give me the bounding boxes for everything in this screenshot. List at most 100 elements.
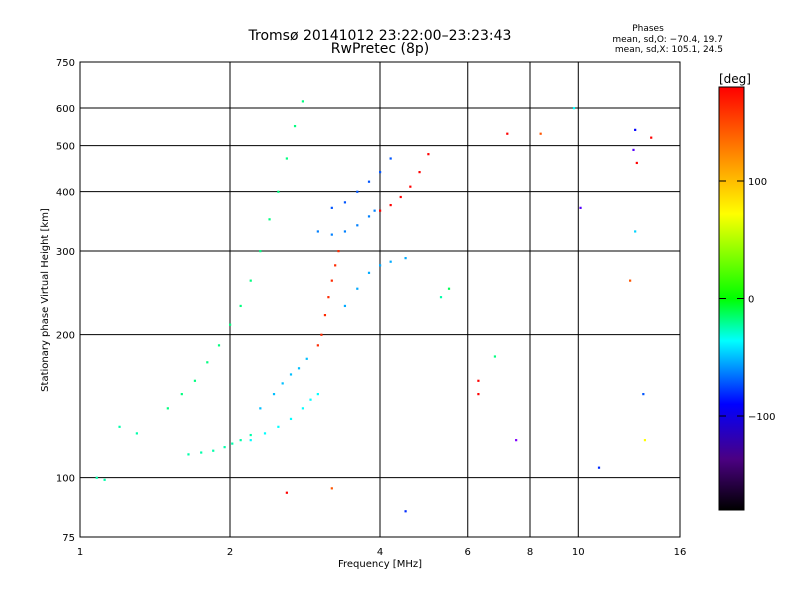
scatter-point [272,393,276,396]
scatter-point [477,393,480,396]
colorbar-ticks: 100 0 −100 [719,177,775,423]
scatter-point [409,185,412,188]
y-tick-label: 400 [56,188,75,199]
scatter-point [320,333,323,336]
scatter-point [367,180,371,183]
scatter-point [330,206,333,209]
colorbar-tick-label: −100 [748,412,775,423]
scatter-point [642,393,645,396]
scatter-point [316,393,319,396]
scatter-point [297,367,301,370]
chart-subtitle: RwPretec (8p) [331,41,429,57]
scatter-point [281,382,284,385]
scatter-point [309,398,312,401]
scatter-point [389,203,392,207]
phase-info-x: mean, sd,X: 105.1, 24.5 [615,45,723,55]
x-tick-label: 6 [465,547,471,558]
grid-lines [80,62,680,537]
scatter-point [180,393,183,396]
scatter-point [285,491,288,494]
scatter-point [249,433,252,437]
scatter-point [477,379,480,382]
scatter-point [427,153,430,156]
scatter-point [95,476,98,479]
scatter-point [289,417,293,421]
scatter-point [249,439,252,442]
scatter-point [305,357,308,360]
scatter-point [118,425,121,428]
scatter-point [418,171,421,174]
scatter-point [399,195,402,199]
scatter-point [206,361,209,364]
scatter-point [343,230,347,233]
phase-info-title: Phases [632,24,664,34]
scatter-point [239,304,242,308]
scatter-point [277,425,280,428]
scatter-point [289,373,293,376]
scatter-point [193,379,197,382]
x-tick-label: 1 [77,547,83,558]
scatter-point [259,250,262,253]
scatter-point [263,432,267,435]
chart-title: Tromsø 20141012 23:22:00–23:23:43 [248,28,512,44]
scatter-point [301,100,305,103]
scatter-point [506,132,509,135]
y-tick-label: 600 [56,104,75,115]
x-tick-label: 4 [377,547,383,558]
scatter-point [579,206,582,209]
scatter-point [249,279,252,282]
scatter-point [343,201,347,204]
scatter-point [223,446,226,449]
scatter-point [103,478,106,481]
scatter-point [389,157,392,160]
scatter-point [316,344,319,347]
scatter-point [343,304,347,308]
y-tick-label: 75 [62,533,75,544]
scatter-point [404,257,407,260]
scatter-point [539,132,542,135]
scatter-point [334,264,337,267]
scatter-point [634,128,637,131]
scatter-point [327,296,330,299]
scatter-point [217,344,221,347]
scatter-point [379,209,382,212]
scatter-point [367,271,371,274]
scatter-point [572,107,576,110]
scatter-point [285,157,288,160]
scatter-point [629,279,632,282]
scatter-point [187,453,190,456]
scatter-point [379,171,382,174]
x-tick-label: 2 [227,547,233,558]
scatter-point [268,218,271,221]
scatter-point [323,314,327,317]
axis-ticks: 1 2 4 6 8 10 16 75 100 200 300 400 500 600 750 [56,58,686,558]
scatter-point [632,148,635,152]
scatter-point [356,190,359,193]
scatter-point [337,250,340,253]
scatter-point [597,466,601,469]
scatter-point [166,407,169,410]
scatter-point [373,209,376,212]
y-tick-label: 100 [56,474,75,485]
colorbar-tick-label: 100 [748,177,767,188]
x-tick-label: 8 [527,547,533,558]
scatter-point [367,215,371,218]
scatter-point [447,287,451,290]
y-tick-label: 200 [56,331,75,342]
x-tick-label: 10 [572,547,585,558]
scatter-point [356,224,359,227]
scatter-point [439,296,443,299]
plot-frame [79,61,681,538]
colorbar-tick-label: 0 [748,295,754,306]
scatter-point [200,451,203,454]
scatter-point [330,233,333,236]
scatter-point [330,279,333,282]
scatter-point [515,439,518,442]
scatter-point [229,323,232,326]
scatter-point [259,407,262,410]
scatter-point [277,190,280,193]
scatter-point [301,407,305,410]
x-axis-label: Frequency [MHz] [338,559,422,570]
scatter-point [356,287,359,290]
scatter-point [389,260,392,263]
